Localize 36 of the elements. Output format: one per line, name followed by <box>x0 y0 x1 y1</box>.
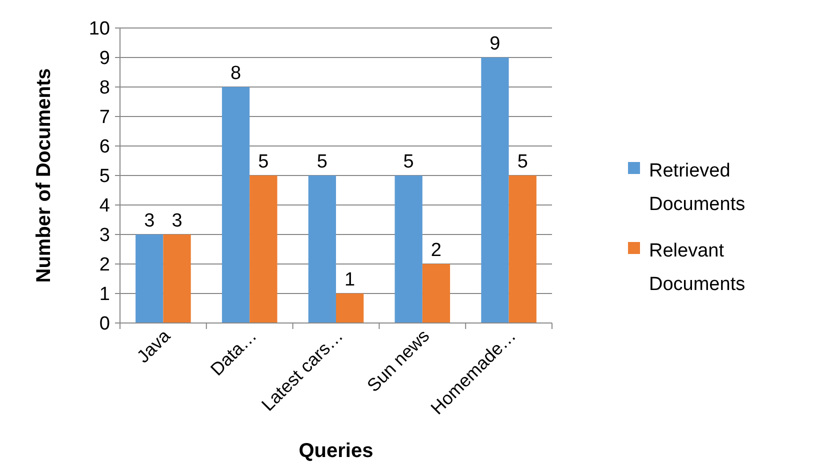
y-tick-label: 9 <box>99 48 110 70</box>
y-tick-label: 5 <box>99 166 110 188</box>
data-label: 5 <box>316 152 328 172</box>
bar <box>308 176 336 323</box>
data-label: 5 <box>258 152 269 172</box>
data-label: 3 <box>144 210 155 232</box>
bar <box>136 234 164 323</box>
bar <box>508 176 536 323</box>
data-label: 5 <box>403 152 414 172</box>
y-axis-title: Number of Documents <box>33 68 55 283</box>
bar <box>222 87 250 323</box>
data-label: 1 <box>344 270 356 290</box>
bar <box>163 234 191 323</box>
y-tick-label: 1 <box>99 284 110 306</box>
data-label: 3 <box>172 210 182 232</box>
bar <box>336 294 364 323</box>
bar <box>422 264 450 323</box>
bar <box>481 58 509 323</box>
data-label: 9 <box>490 34 500 54</box>
data-label: 8 <box>230 63 242 84</box>
x-tick-label: Java <box>132 324 175 367</box>
y-tick-label: 10 <box>88 18 110 40</box>
legend-label: Relevant Documents <box>649 240 746 295</box>
data-label: 5 <box>517 152 528 172</box>
legend-label: Retrieved Documents <box>649 160 746 215</box>
y-tick-label: 3 <box>99 225 110 246</box>
y-tick-label: 0 <box>99 314 110 335</box>
x-axis-title: Queries <box>298 440 374 462</box>
y-tick-label: 6 <box>99 136 110 158</box>
y-tick-label: 7 <box>99 107 110 128</box>
y-tick-label: 8 <box>99 78 110 99</box>
bar <box>394 176 422 323</box>
y-tick-label: 4 <box>99 196 110 217</box>
bar <box>250 176 278 323</box>
y-tick-label: 2 <box>99 254 110 276</box>
data-label: 2 <box>430 240 442 261</box>
